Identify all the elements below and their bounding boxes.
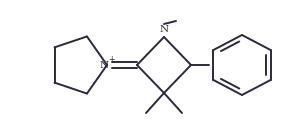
Text: N: N: [99, 61, 109, 70]
Text: +: +: [108, 56, 114, 64]
Text: N: N: [159, 26, 168, 34]
